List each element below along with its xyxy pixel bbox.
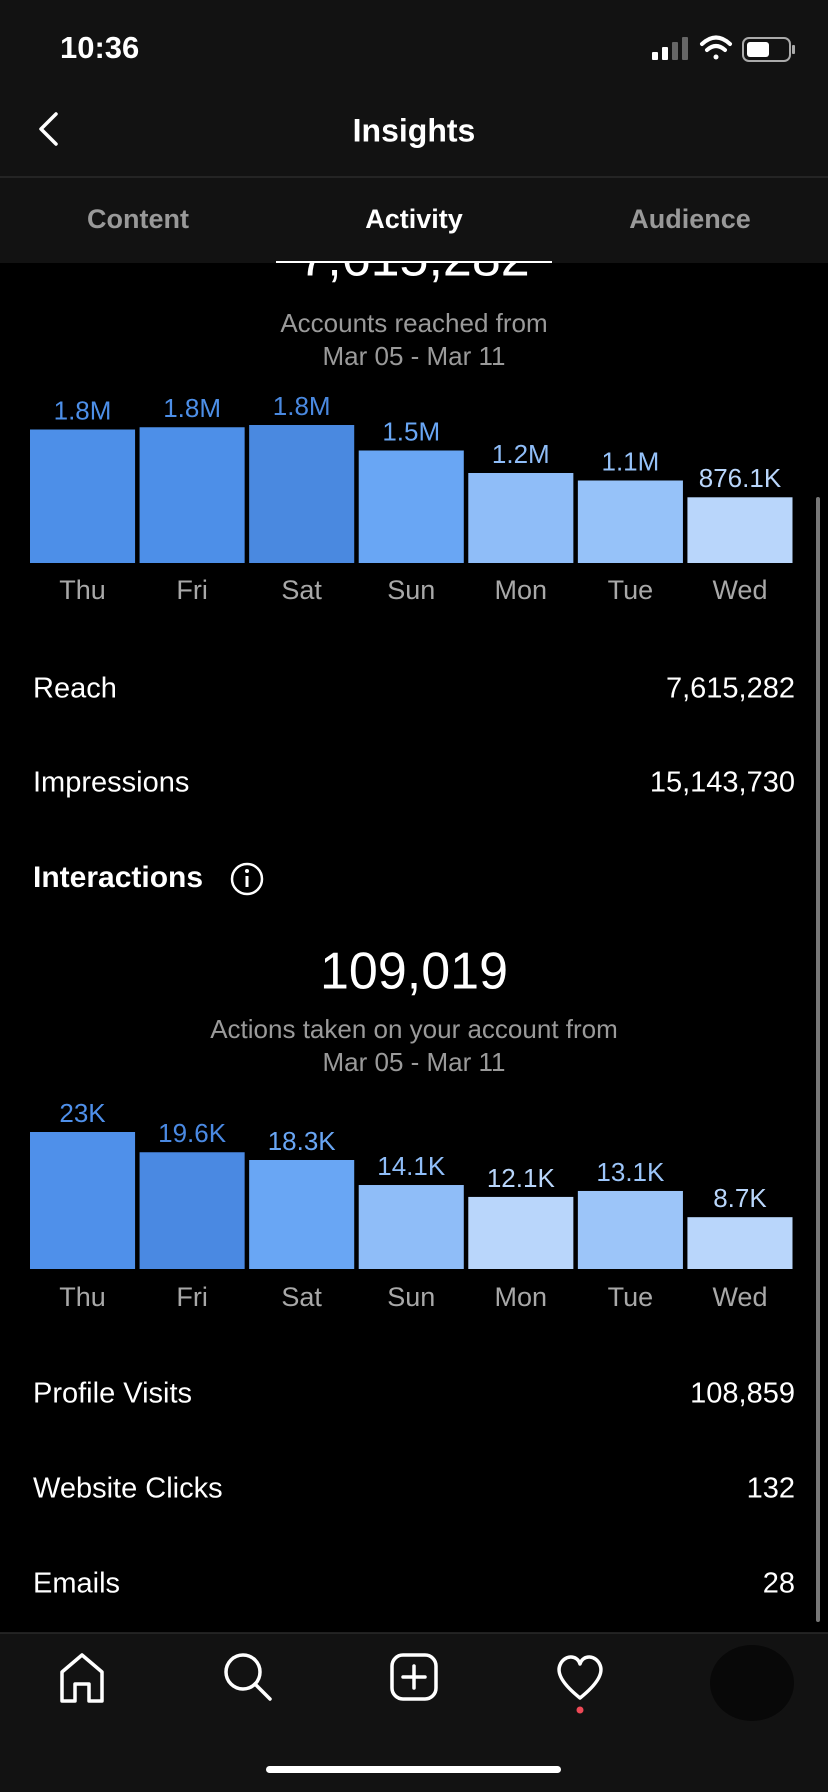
bar: [358, 1185, 464, 1269]
reach-caption: Accounts reached from: [280, 308, 547, 338]
day-label: Sun: [387, 1282, 435, 1312]
day-label: Fri: [176, 575, 207, 605]
day-label: Sat: [281, 575, 322, 605]
metric-label: Reach: [33, 673, 117, 705]
bar: [139, 427, 245, 563]
metric-label: Website Clicks: [33, 1473, 223, 1505]
day-label: Thu: [59, 1282, 106, 1312]
day-label: Tue: [608, 1282, 654, 1312]
day-label: Tue: [608, 575, 654, 605]
interactions-total: 109,019: [320, 943, 508, 1001]
bar-value-label: 1.5M: [382, 416, 440, 446]
home-indicator: [266, 1766, 561, 1773]
metric-value: 28: [763, 1568, 795, 1600]
metric-label: Emails: [33, 1568, 120, 1600]
signal-icon: [652, 37, 688, 60]
interactions-caption: Actions taken on your account from: [210, 1014, 618, 1044]
day-label: Thu: [59, 575, 106, 605]
day-label: Sat: [281, 1282, 322, 1312]
reach-date-range: Mar 05 - Mar 11: [322, 341, 505, 371]
bar: [249, 1159, 355, 1269]
bar: [468, 473, 574, 563]
bar-value-label: 19.6K: [158, 1118, 227, 1148]
bar: [687, 1217, 793, 1269]
bar: [468, 1196, 574, 1269]
bar-value-label: 14.1K: [377, 1151, 446, 1181]
header-background: [0, 0, 828, 263]
bar-value-label: 876.1K: [699, 463, 782, 493]
section-title: Interactions: [33, 861, 203, 894]
bar-value-label: 1.8M: [54, 395, 112, 425]
back-button[interactable]: [39, 112, 58, 146]
bar: [358, 450, 464, 563]
bar-value-label: 12.1K: [487, 1163, 556, 1193]
scrollbar: [816, 497, 820, 1622]
metric-value: 108,859: [690, 1378, 795, 1410]
bar-value-label: 13.1K: [596, 1157, 665, 1187]
metric-value: 7,615,282: [666, 673, 795, 705]
bar-value-label: 18.3K: [268, 1126, 337, 1156]
header-title: Insights: [353, 112, 476, 148]
day-label: Mon: [495, 1282, 548, 1312]
interactions-date-range: Mar 05 - Mar 11: [322, 1047, 505, 1077]
bar: [687, 497, 793, 563]
profile-avatar[interactable]: [710, 1645, 794, 1721]
new-post-icon[interactable]: [390, 1653, 438, 1701]
tab[interactable]: Audience: [629, 204, 751, 234]
bar-value-label: 1.1M: [601, 446, 659, 476]
bar-value-label: 1.8M: [163, 393, 221, 423]
day-label: Mon: [495, 575, 548, 605]
nav-background: [0, 1633, 828, 1792]
bar: [577, 1190, 683, 1269]
metric-value: 132: [747, 1473, 795, 1505]
bar: [139, 1152, 245, 1269]
bar-value-label: 8.7K: [713, 1183, 767, 1213]
bar-value-label: 1.8M: [273, 391, 331, 421]
bar: [30, 1132, 136, 1269]
day-label: Wed: [712, 575, 767, 605]
day-label: Wed: [712, 1282, 767, 1312]
notification-dot: [576, 1706, 584, 1714]
bar-value-label: 1.2M: [492, 439, 550, 469]
battery-icon: [742, 37, 795, 62]
tab-active[interactable]: Activity: [365, 204, 463, 234]
metric-value: 15,143,730: [650, 767, 795, 799]
bar: [249, 425, 355, 563]
activity-icon[interactable]: [557, 1655, 603, 1700]
search-icon[interactable]: [224, 1653, 272, 1701]
bar: [30, 429, 136, 563]
status-time: 10:36: [60, 30, 139, 65]
bar-value-label: 23K: [59, 1098, 106, 1128]
day-label: Fri: [176, 1282, 207, 1312]
metric-label: Impressions: [33, 767, 189, 799]
metric-label: Profile Visits: [33, 1378, 192, 1410]
tab[interactable]: Content: [87, 204, 189, 234]
wifi-icon: [700, 35, 732, 60]
info-icon[interactable]: [230, 862, 264, 896]
day-label: Sun: [387, 575, 435, 605]
bar: [577, 480, 683, 563]
home-icon[interactable]: [60, 1653, 104, 1703]
